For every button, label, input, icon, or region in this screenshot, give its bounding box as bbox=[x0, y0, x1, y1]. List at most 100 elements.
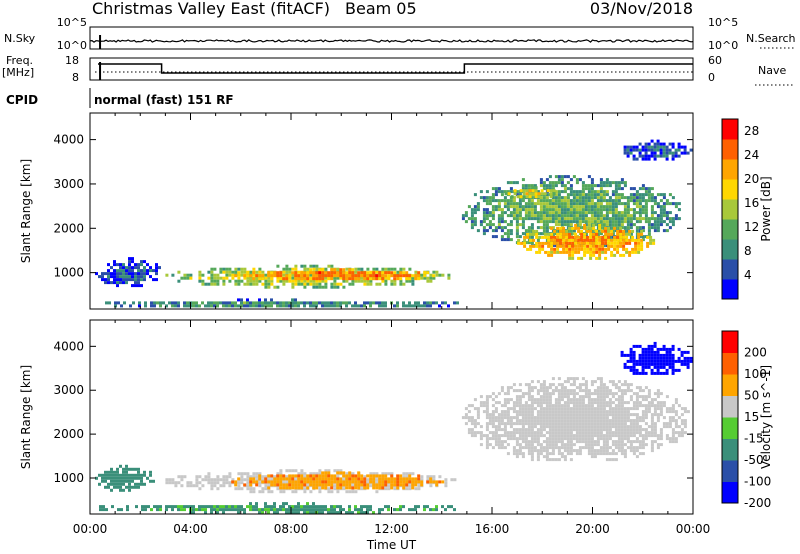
echo-cell bbox=[527, 434, 531, 438]
echo-cell bbox=[120, 304, 123, 308]
echo-cell bbox=[656, 413, 660, 417]
echo-cell bbox=[605, 181, 609, 185]
echo-cell bbox=[565, 250, 569, 254]
echo-cell bbox=[563, 217, 567, 221]
echo-cell bbox=[578, 196, 582, 200]
echo-cell bbox=[677, 208, 681, 212]
echo-cell bbox=[632, 211, 636, 215]
echo-cell bbox=[485, 443, 489, 447]
echo-cell bbox=[137, 476, 140, 480]
echo-cell bbox=[619, 229, 623, 233]
echo-cell bbox=[405, 271, 409, 275]
echo-cell bbox=[650, 350, 654, 354]
echo-cell bbox=[629, 232, 633, 236]
echo-cell bbox=[270, 279, 274, 283]
echo-cell bbox=[566, 395, 570, 399]
echo-cell bbox=[668, 356, 672, 360]
echo-cell bbox=[506, 232, 510, 236]
echo-cell bbox=[566, 199, 570, 203]
echo-cell bbox=[333, 285, 337, 289]
echo-cell bbox=[562, 241, 566, 245]
echo-cell bbox=[527, 440, 531, 444]
echo-cell bbox=[608, 419, 612, 423]
echo-cell bbox=[300, 271, 304, 275]
echo-cell bbox=[599, 434, 603, 438]
echo-cell bbox=[556, 244, 560, 248]
echo-cell bbox=[512, 401, 516, 405]
echo-cell bbox=[213, 279, 217, 283]
echo-cell bbox=[297, 502, 300, 506]
echo-data-layer bbox=[95, 139, 693, 515]
echo-cell bbox=[551, 383, 555, 387]
echo-cell bbox=[444, 481, 448, 485]
echo-cell bbox=[617, 395, 621, 399]
echo-cell bbox=[592, 223, 596, 227]
echo-cell bbox=[116, 467, 119, 471]
echo-cell bbox=[291, 301, 294, 305]
echo-cell bbox=[116, 281, 119, 285]
echo-cell bbox=[485, 440, 489, 444]
echo-cell bbox=[560, 208, 564, 212]
echo-cell bbox=[641, 413, 645, 417]
echo-cell bbox=[351, 472, 355, 476]
echo-cell bbox=[590, 407, 594, 411]
echo-cell bbox=[216, 481, 220, 485]
echo-cell bbox=[674, 154, 678, 158]
echo-cell bbox=[653, 196, 657, 200]
echo-cell bbox=[369, 505, 372, 509]
echo-cell bbox=[312, 279, 316, 283]
echo-cell bbox=[267, 478, 271, 482]
echo-cell bbox=[506, 392, 510, 396]
echo-cell bbox=[668, 193, 672, 197]
echo-cell bbox=[683, 356, 687, 360]
echo-cell bbox=[539, 226, 543, 230]
echo-cell bbox=[641, 154, 645, 158]
echo-cell bbox=[342, 277, 346, 281]
echo-cell bbox=[432, 478, 436, 482]
echo-cell bbox=[554, 419, 558, 423]
echo-cell bbox=[506, 190, 510, 194]
echo-cell bbox=[638, 428, 642, 432]
echo-cell bbox=[563, 407, 567, 411]
echo-cell bbox=[249, 277, 253, 281]
echo-cell bbox=[626, 365, 630, 369]
echo-cell bbox=[122, 266, 125, 270]
echo-cell bbox=[411, 279, 415, 283]
echo-cell bbox=[321, 486, 325, 490]
echo-cell bbox=[222, 304, 225, 308]
nsearch-label: N.Search bbox=[746, 32, 796, 45]
echo-cell bbox=[608, 407, 612, 411]
echo-cell bbox=[650, 440, 654, 444]
echo-cell bbox=[473, 220, 477, 224]
echo-cell bbox=[665, 145, 669, 149]
echo-cell bbox=[599, 446, 603, 450]
echo-cell bbox=[620, 410, 624, 414]
echo-cell bbox=[393, 279, 397, 283]
echo-cell bbox=[632, 148, 636, 152]
echo-cell bbox=[231, 508, 234, 512]
echo-cell bbox=[571, 226, 575, 230]
echo-cell bbox=[623, 220, 627, 224]
echo-cell bbox=[530, 410, 534, 414]
echo-cell bbox=[243, 276, 247, 280]
echo-cell bbox=[198, 273, 202, 277]
echo-cell bbox=[276, 274, 280, 278]
echo-cell bbox=[553, 235, 557, 239]
echo-cell bbox=[276, 276, 280, 280]
echo-cell bbox=[562, 238, 566, 242]
echo-cell bbox=[255, 508, 258, 512]
echo-cell bbox=[503, 205, 507, 209]
echo-cell bbox=[491, 229, 495, 233]
echo-cell bbox=[542, 449, 546, 453]
echo-cell bbox=[470, 226, 474, 230]
echo-cell bbox=[378, 480, 382, 484]
echo-cell bbox=[578, 449, 582, 453]
echo-cell bbox=[674, 431, 678, 435]
echo-cell bbox=[629, 365, 633, 369]
echo-cell bbox=[620, 437, 624, 441]
echo-cell bbox=[354, 474, 358, 478]
echo-cell bbox=[156, 508, 159, 512]
echo-cell bbox=[674, 401, 678, 405]
echo-cell bbox=[563, 458, 567, 462]
